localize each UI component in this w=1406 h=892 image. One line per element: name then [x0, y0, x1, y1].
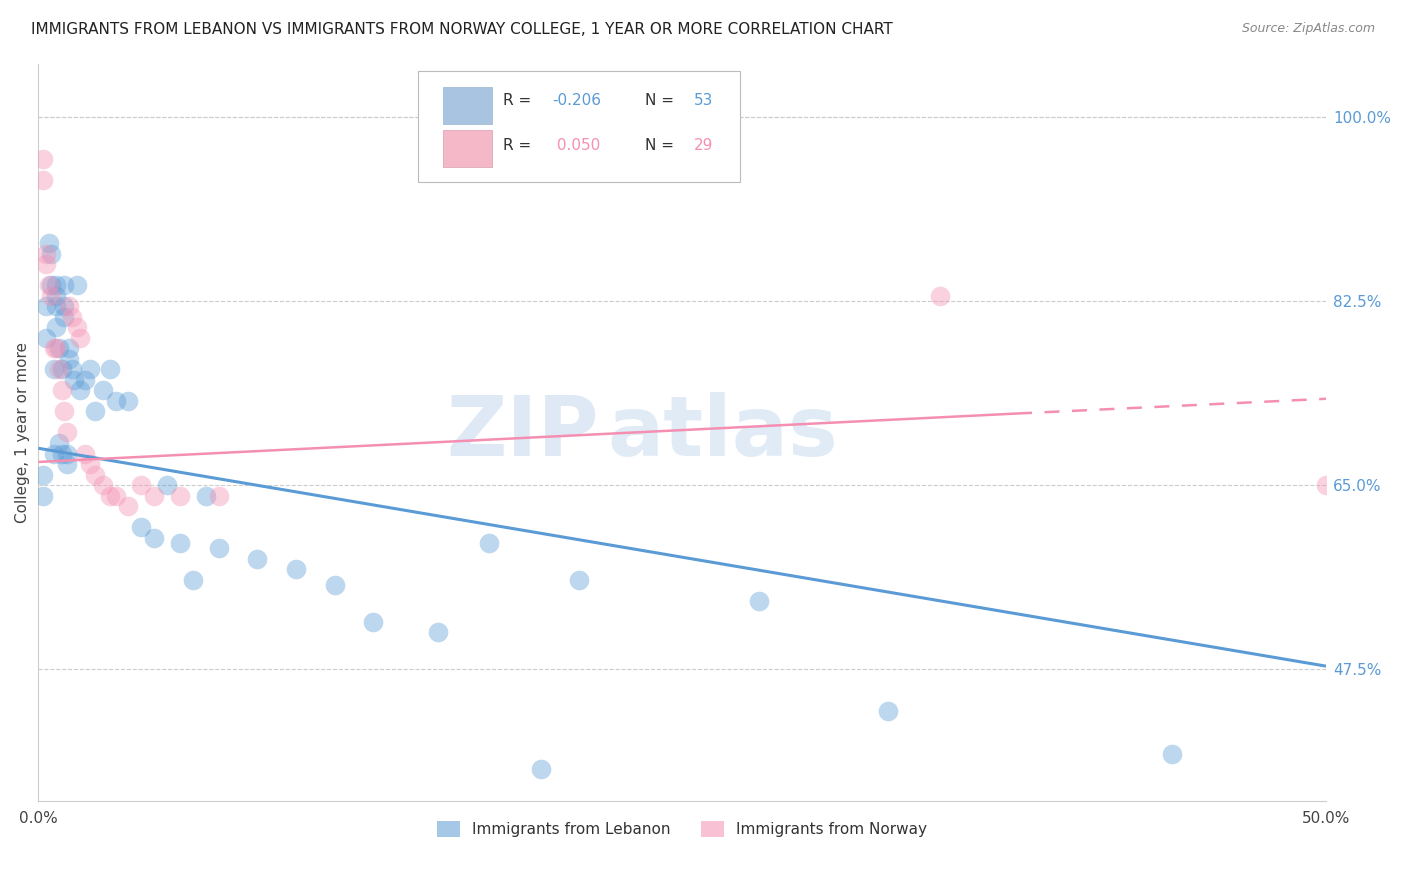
Point — [35, 331, 58, 345]
Point — [207, 541, 229, 556]
Point — [79, 362, 101, 376]
Text: 29: 29 — [693, 138, 713, 153]
Point — [169, 536, 191, 550]
Point — [100, 362, 122, 376]
Point — [104, 489, 127, 503]
FancyBboxPatch shape — [443, 87, 492, 124]
Point — [104, 393, 127, 408]
Text: Source: ZipAtlas.com: Source: ZipAtlas.com — [1241, 22, 1375, 36]
Point — [32, 467, 55, 482]
Point — [55, 425, 77, 440]
Point — [1315, 478, 1337, 492]
Point — [877, 705, 900, 719]
Text: 0.050: 0.050 — [553, 138, 600, 153]
Text: ZIP: ZIP — [446, 392, 599, 473]
Point — [63, 373, 86, 387]
Point — [73, 446, 96, 460]
Point — [55, 457, 77, 471]
Point — [35, 246, 58, 260]
Point — [51, 446, 73, 460]
Point — [69, 331, 91, 345]
Point — [529, 762, 551, 776]
Point — [66, 320, 89, 334]
Point — [117, 499, 139, 513]
Point — [45, 320, 67, 334]
Point — [39, 246, 62, 260]
Point — [284, 562, 307, 576]
Point — [42, 446, 65, 460]
Point — [53, 299, 76, 313]
Point — [45, 341, 67, 355]
FancyBboxPatch shape — [418, 71, 740, 182]
Point — [131, 520, 153, 534]
Point — [35, 299, 58, 313]
Point — [156, 478, 179, 492]
Point — [1160, 747, 1182, 761]
Point — [60, 362, 83, 376]
Point — [66, 278, 89, 293]
Legend: Immigrants from Lebanon, Immigrants from Norway: Immigrants from Lebanon, Immigrants from… — [429, 814, 935, 845]
Point — [58, 341, 80, 355]
Point — [35, 257, 58, 271]
Point — [169, 489, 191, 503]
Point — [361, 615, 384, 629]
Point — [194, 489, 217, 503]
Point — [79, 457, 101, 471]
Point — [84, 404, 107, 418]
Point — [131, 478, 153, 492]
Text: atlas: atlas — [607, 392, 838, 473]
Point — [48, 362, 70, 376]
Text: IMMIGRANTS FROM LEBANON VS IMMIGRANTS FROM NORWAY COLLEGE, 1 YEAR OR MORE CORREL: IMMIGRANTS FROM LEBANON VS IMMIGRANTS FR… — [31, 22, 893, 37]
Point — [91, 478, 114, 492]
Point — [143, 531, 166, 545]
Point — [48, 341, 70, 355]
Point — [73, 373, 96, 387]
Point — [55, 446, 77, 460]
Point — [53, 310, 76, 324]
Point — [38, 278, 60, 293]
Text: 53: 53 — [693, 94, 713, 108]
Point — [69, 384, 91, 398]
Point — [207, 489, 229, 503]
Point — [91, 384, 114, 398]
Point — [58, 351, 80, 366]
Text: N =: N = — [645, 138, 679, 153]
Point — [58, 299, 80, 313]
Point — [39, 288, 62, 302]
Point — [117, 393, 139, 408]
Text: N =: N = — [645, 94, 679, 108]
Point — [53, 404, 76, 418]
Point — [748, 594, 770, 608]
Point — [32, 173, 55, 187]
Point — [42, 341, 65, 355]
Y-axis label: College, 1 year or more: College, 1 year or more — [15, 342, 30, 523]
Point — [181, 573, 204, 587]
Point — [100, 489, 122, 503]
Point — [60, 310, 83, 324]
Point — [568, 573, 591, 587]
FancyBboxPatch shape — [443, 130, 492, 167]
Point — [45, 288, 67, 302]
Point — [426, 625, 449, 640]
Point — [32, 489, 55, 503]
Point — [45, 278, 67, 293]
Point — [38, 235, 60, 250]
Point — [323, 578, 346, 592]
Text: R =: R = — [503, 94, 536, 108]
Point — [51, 384, 73, 398]
Point — [42, 362, 65, 376]
Point — [143, 489, 166, 503]
Point — [84, 467, 107, 482]
Point — [32, 152, 55, 166]
Point — [53, 278, 76, 293]
Point — [48, 436, 70, 450]
Point — [45, 299, 67, 313]
Point — [39, 278, 62, 293]
Point — [51, 362, 73, 376]
Point — [246, 551, 269, 566]
Point — [478, 536, 501, 550]
Point — [928, 288, 950, 302]
Text: R =: R = — [503, 138, 536, 153]
Text: -0.206: -0.206 — [553, 94, 602, 108]
